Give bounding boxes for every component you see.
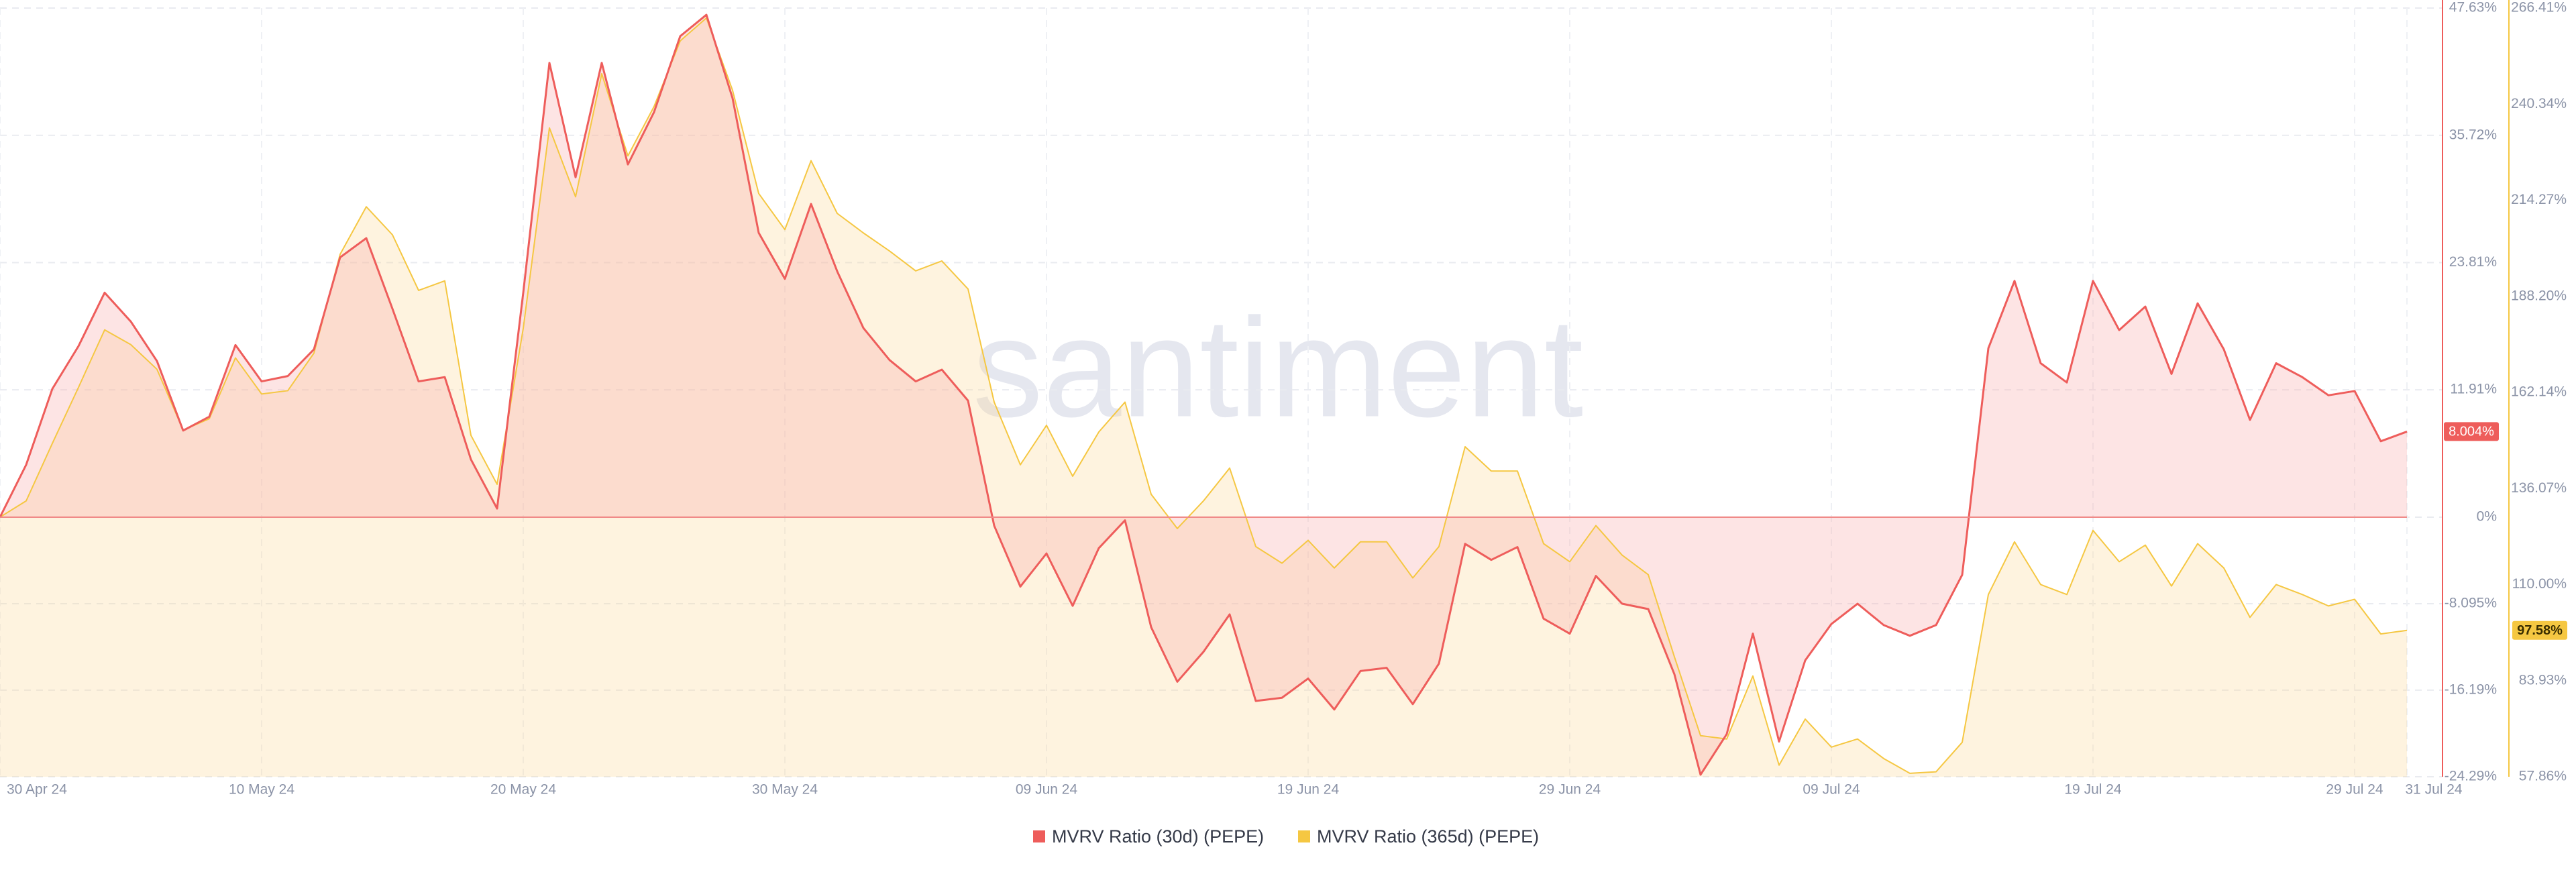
x-tick-label: 31 Jul 24	[2405, 782, 2463, 798]
area-fill	[0, 15, 2407, 775]
line	[0, 17, 2408, 774]
y2-tick-label: 188.20%	[2511, 288, 2567, 303]
y2-tick-label: 136.07%	[2511, 480, 2567, 496]
y2-tick-label: 162.14%	[2511, 384, 2567, 400]
y-tick-label: -8.095%	[2445, 595, 2497, 610]
y-tick-label: -16.19%	[2445, 682, 2497, 697]
x-tick-label: 19 Jun 24	[1277, 782, 1340, 798]
legend-swatch	[1033, 830, 1045, 842]
x-tick-label: 09 Jul 24	[1803, 782, 1860, 798]
area-fill	[0, 17, 2407, 777]
y2-tick-label: 110.00%	[2512, 576, 2567, 592]
current-value-label: 8.004%	[2449, 425, 2494, 439]
legend-swatch	[1298, 830, 1310, 842]
legend-label: MVRV Ratio (30d) (PEPE)	[1052, 826, 1264, 847]
x-tick-label: 30 Apr 24	[7, 782, 67, 798]
watermark: santiment	[973, 288, 1583, 446]
y2-tick-label: 57.86%	[2519, 769, 2567, 784]
x-tick-label: 29 Jun 24	[1539, 782, 1601, 798]
x-tick-label: 10 May 24	[229, 782, 294, 798]
y-tick-label: 35.72%	[2449, 127, 2497, 142]
y2-tick-label: 214.27%	[2511, 192, 2567, 207]
current-value-badge	[2444, 422, 2499, 441]
current-value-badge	[2512, 620, 2567, 640]
x-tick-label: 29 Jul 24	[2326, 782, 2383, 798]
x-tick-label: 19 Jul 24	[2064, 782, 2122, 798]
legend-label: MVRV Ratio (365d) (PEPE)	[1317, 826, 1539, 847]
y2-tick-label: 83.93%	[2519, 672, 2567, 688]
y-tick-label: 11.91%	[2450, 382, 2497, 397]
x-tick-label: 30 May 24	[752, 782, 818, 798]
y2-tick-label: 240.34%	[2511, 96, 2567, 111]
current-value-label: 97.58%	[2517, 623, 2563, 638]
y2-tick-label: 266.41%	[2511, 0, 2567, 15]
y-tick-label: 0%	[2477, 509, 2497, 525]
legend: MVRV Ratio (30d) (PEPE) MVRV Ratio (365d)…	[1033, 826, 1539, 847]
x-tick-label: 09 Jun 24	[1016, 782, 1078, 798]
x-tick-label: 20 May 24	[490, 782, 556, 798]
y-tick-label: 23.81%	[2449, 254, 2497, 270]
y-tick-label: 47.63%	[2449, 0, 2497, 15]
line	[0, 13, 2408, 776]
y-tick-label: -24.29%	[2445, 769, 2497, 784]
